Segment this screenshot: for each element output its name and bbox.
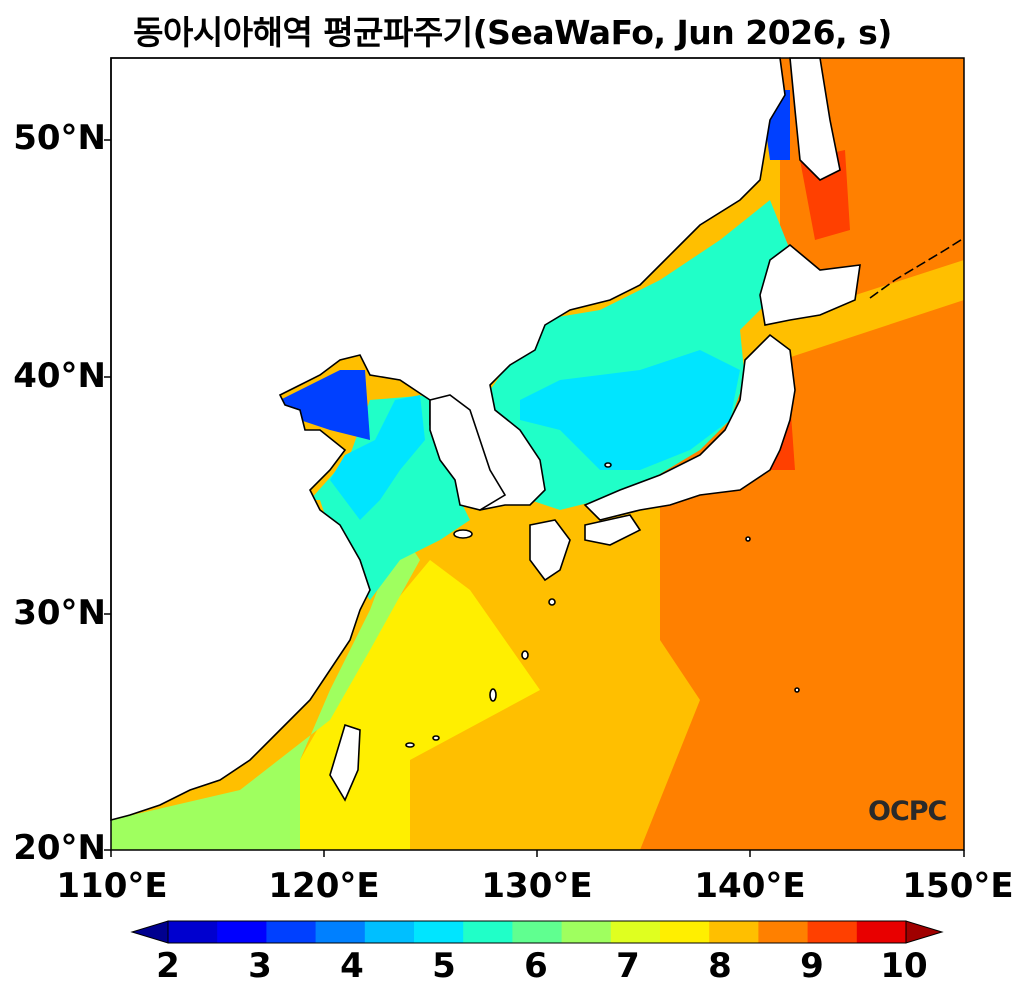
y-tick-30n: 30°N xyxy=(13,593,106,633)
colorbar-label-2: 2 xyxy=(156,946,180,986)
land xyxy=(110,57,861,822)
east-sea-blue-field xyxy=(520,350,740,470)
colorbar-segment xyxy=(660,921,710,943)
x-tick-130e: 130°E xyxy=(481,866,593,906)
honshu xyxy=(583,333,796,521)
okinawa xyxy=(489,688,497,702)
asia-mainland xyxy=(110,57,786,822)
colorbar-segment xyxy=(709,921,759,943)
kyushu xyxy=(529,519,571,582)
colorbar-label-4: 4 xyxy=(340,946,364,986)
yellow-sea-blue-field xyxy=(330,395,425,520)
colorbar-segment xyxy=(758,921,809,943)
colorbar-segment xyxy=(364,921,415,943)
colorbar-segment xyxy=(807,921,858,943)
sakhalin xyxy=(789,57,841,181)
kuril-islands xyxy=(869,237,965,299)
hokkaido xyxy=(759,243,861,326)
colorbar-segment xyxy=(315,921,366,943)
colorbar-label-7: 7 xyxy=(616,946,640,986)
colorbar xyxy=(130,920,944,944)
colorbar-segment xyxy=(561,921,612,943)
colorbar-label-8: 8 xyxy=(708,946,732,986)
colorbar-label-5: 5 xyxy=(432,946,456,986)
colorbar-segment xyxy=(217,921,267,943)
colorbar-segment xyxy=(463,921,513,943)
bohai-field xyxy=(280,370,370,440)
colorbar-extend-high xyxy=(905,920,944,944)
x-tick-120e: 120°E xyxy=(268,866,380,906)
ocpc-logo: OCPC xyxy=(868,796,947,827)
y-tick-40n: 40°N xyxy=(13,356,106,396)
colorbar-label-10: 10 xyxy=(880,946,928,986)
colorbar-segment xyxy=(266,921,317,943)
colorbar-label-9: 9 xyxy=(800,946,824,986)
colorbar-segment xyxy=(610,921,661,943)
map-title: 동아시아해역 평균파주기(SeaWaFo, Jun 2026, s) xyxy=(133,13,892,52)
ecs-yellow-field xyxy=(300,560,540,850)
colorbar-segment xyxy=(168,921,218,943)
y-tick-20n: 20°N xyxy=(13,828,106,868)
colorbar-segment xyxy=(856,921,907,943)
jeju xyxy=(453,529,473,539)
x-tick-150e: 150°E xyxy=(902,866,1014,906)
colorbar-segment xyxy=(512,921,563,943)
y-tick-50n: 50°N xyxy=(13,118,106,158)
taiwan xyxy=(329,723,361,802)
colorbar-segment xyxy=(414,921,464,943)
colorbar-label-6: 6 xyxy=(524,946,548,986)
colorbar-label-3: 3 xyxy=(248,946,272,986)
shikoku xyxy=(584,514,642,546)
x-tick-110e: 110°E xyxy=(56,866,168,906)
korea-peninsula xyxy=(429,394,507,511)
x-tick-140e: 140°E xyxy=(694,866,806,906)
colorbar-frame xyxy=(167,920,907,944)
colorbar-extend-low xyxy=(130,920,169,944)
